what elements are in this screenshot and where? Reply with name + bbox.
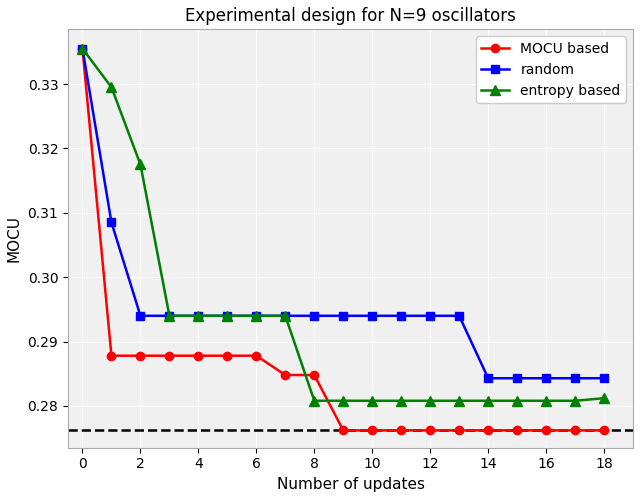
entropy based [223, 313, 231, 319]
random [339, 313, 347, 319]
random [282, 313, 289, 319]
entropy based [79, 45, 86, 51]
MOCU based [136, 353, 144, 359]
MOCU based [79, 45, 86, 51]
entropy based [253, 313, 260, 319]
entropy based [455, 398, 463, 404]
MOCU based [339, 428, 347, 434]
entropy based [310, 398, 318, 404]
random [195, 313, 202, 319]
Title: Experimental design for N=9 oscillators: Experimental design for N=9 oscillators [185, 7, 516, 25]
X-axis label: Number of updates: Number of updates [276, 477, 424, 492]
MOCU based [484, 428, 492, 434]
random [136, 313, 144, 319]
MOCU based [600, 428, 608, 434]
entropy based [339, 398, 347, 404]
MOCU based [166, 353, 173, 359]
MOCU based [455, 428, 463, 434]
random [484, 375, 492, 381]
MOCU based [572, 428, 579, 434]
entropy based [426, 398, 434, 404]
random [108, 220, 115, 226]
random [572, 375, 579, 381]
random [369, 313, 376, 319]
random [253, 313, 260, 319]
MOCU based [426, 428, 434, 434]
MOCU based [108, 353, 115, 359]
entropy based [484, 398, 492, 404]
random [223, 313, 231, 319]
entropy based [136, 162, 144, 168]
MOCU based [310, 372, 318, 378]
MOCU based [542, 428, 550, 434]
random [310, 313, 318, 319]
entropy based [397, 398, 405, 404]
entropy based [600, 395, 608, 401]
Line: MOCU based: MOCU based [78, 44, 608, 435]
entropy based [572, 398, 579, 404]
entropy based [542, 398, 550, 404]
random [426, 313, 434, 319]
Y-axis label: MOCU: MOCU [7, 215, 22, 262]
MOCU based [282, 372, 289, 378]
entropy based [369, 398, 376, 404]
MOCU based [513, 428, 521, 434]
random [79, 45, 86, 51]
random [455, 313, 463, 319]
Line: random: random [78, 44, 608, 382]
MOCU based [369, 428, 376, 434]
MOCU based [223, 353, 231, 359]
Line: entropy based: entropy based [77, 44, 609, 406]
random [600, 375, 608, 381]
MOCU based [253, 353, 260, 359]
random [542, 375, 550, 381]
Legend: MOCU based, random, entropy based: MOCU based, random, entropy based [476, 36, 626, 103]
MOCU based [195, 353, 202, 359]
entropy based [108, 84, 115, 90]
MOCU based [397, 428, 405, 434]
entropy based [166, 313, 173, 319]
random [397, 313, 405, 319]
entropy based [195, 313, 202, 319]
entropy based [513, 398, 521, 404]
random [513, 375, 521, 381]
entropy based [282, 313, 289, 319]
random [166, 313, 173, 319]
